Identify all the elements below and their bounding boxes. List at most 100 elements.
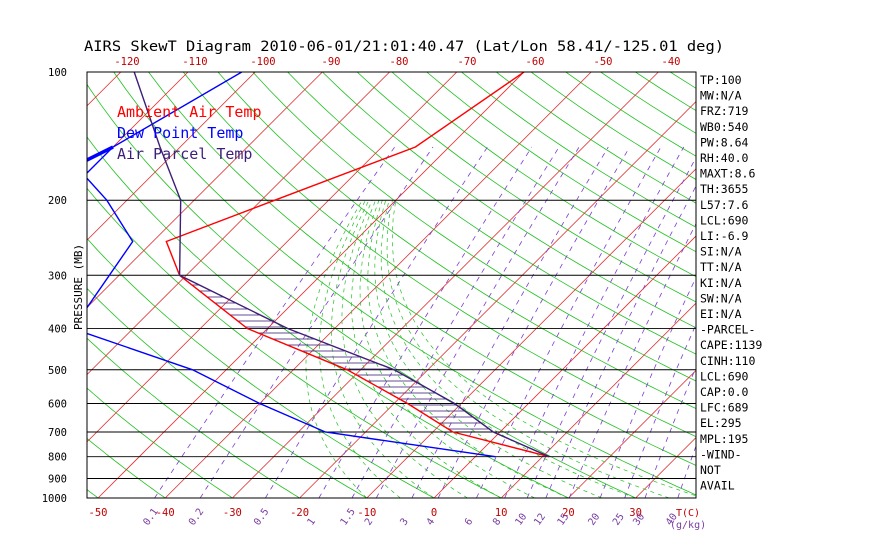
index-entry: MPL:195 [700,432,748,446]
top-temperature-tick: -110 [182,56,207,68]
bottom-temperature-tick: -40 [156,507,175,519]
dry-adiabat-line [87,337,300,498]
dry-adiabat-line [148,72,696,466]
mixing-ratio-label: 2 [363,516,375,527]
moist-adiabat-line [386,200,670,498]
top-temperature-tick: -40 [662,56,681,68]
mixing-ratio-line [504,146,685,498]
mixing-ratio-label: 10 [514,512,530,528]
isotherm-line [87,72,189,174]
isotherm-line [770,72,870,498]
pressure-tick-label: 500 [48,365,67,377]
moist-adiabat-line [351,200,502,498]
isotherm-line [97,72,525,498]
index-entry: LCL:690 [700,213,749,227]
mixing-ratio-line [545,185,696,498]
isotherm-line [299,101,696,498]
dry-adiabat-line [217,72,696,409]
pressure-tick-label: 400 [48,323,67,335]
mixing-ratio-label: 12 [532,512,548,528]
index-entry: -PARCEL- [700,323,755,337]
legend-entry: Dew Point Temp [117,124,243,142]
isotherm-line [433,235,696,498]
isotherm-line [87,72,458,443]
isotherm-line [635,437,696,498]
mixing-ratio-unit: (g/kg) [670,520,706,531]
index-entry: PW:8.64 [700,135,749,149]
dry-adiabat-line [113,72,696,496]
legend: Ambient Air Temp Dew Point Temp Air Parcel… [117,103,262,163]
index-entry: TP:100 [700,73,742,87]
mixing-ratio-label: 20 [586,512,602,528]
index-entry: AVAIL [700,479,735,493]
dry-adiabat-line [356,72,696,303]
mixing-ratio-label: 25 [611,512,627,528]
index-entry: LCL:690 [700,369,749,383]
bottom-temperature-tick: 10 [495,507,508,519]
isotherm-line [568,369,696,498]
mixing-ratio-line [318,146,533,498]
isotherm-line [87,72,323,308]
mixing-ratio-line [265,146,488,498]
index-entry: KI:N/A [700,276,742,290]
index-entry: EI:N/A [700,307,742,321]
mixing-ratio-line [375,146,580,498]
index-entry: NOT [700,463,721,477]
index-entry: L57:7.6 [700,198,749,212]
mixing-ratio-label: 1.5 [339,507,358,528]
pressure-tick-label: 300 [48,270,67,282]
mixing-ratio-line [437,146,631,498]
mixing-ratio-line [599,276,696,498]
index-entry: SW:N/A [700,291,742,305]
series-layer [87,72,550,458]
isotherm-line [0,72,54,498]
bottom-temperature-ticks: -50 -40 -30 -20 -10 0 10 20 30 [89,507,642,519]
top-temperature-tick: -70 [458,56,477,68]
index-entry: EL:295 [700,416,742,430]
top-temperature-tick: -90 [322,56,341,68]
bottom-temperature-tick: -50 [89,507,108,519]
bottom-temperature-tick: 0 [431,507,437,519]
isotherm-line [837,72,870,498]
mixing-ratio-label: 1 [306,516,318,527]
index-entry: LFC:689 [700,401,749,415]
dry-adiabat-line [87,287,368,498]
index-entry: SI:N/A [700,245,742,259]
dry-adiabat-line [87,437,166,498]
index-entry: WB0:540 [700,120,749,134]
index-entry: RH:40.0 [700,151,749,165]
series-ambient-air-temp [165,72,550,458]
top-temperature-tick: -120 [114,56,139,68]
pressure-tick-label: 600 [48,398,67,410]
mixing-ratio-label: 0.2 [187,507,206,528]
mixing-ratio-line [199,146,434,498]
mixing-ratio-line [624,323,696,498]
series-dew-point-temp [87,72,496,458]
mixing-ratio-label: 3 [398,516,410,527]
legend-entry: Ambient Air Temp [117,103,262,121]
mixing-ratio-label: 4 [425,516,437,527]
index-entry: -WIND- [700,447,742,461]
index-entry: CAP:0.0 [700,385,749,399]
bottom-temperature-tick: -30 [223,507,242,519]
bottom-temperature-tick: -20 [290,507,309,519]
index-entry: MW:N/A [700,89,742,103]
bottom-temperature-tick: 20 [562,507,575,519]
index-entry: LI:-6.9 [700,229,749,243]
series-air-parcel-temp [133,72,550,458]
dry-adiabat-line [391,72,696,278]
dry-adiabat-line [426,72,696,253]
mixing-ratio-label: 8 [491,516,503,527]
bottom-temperature-tick: 30 [629,507,642,519]
index-entry: CINH:110 [700,354,755,368]
plot-frame [86,71,697,499]
legend-entry: Air Parcel Temp [117,145,252,163]
isotherm-grid [0,72,870,498]
mixing-ratio-line [568,222,696,498]
dew-point-thick-segment [87,145,114,162]
pressure-tick-label: 100 [48,67,67,79]
top-temperature-tick: -50 [594,56,613,68]
dry-adiabat-line [252,72,696,382]
mixing-ratio-line [476,146,662,498]
